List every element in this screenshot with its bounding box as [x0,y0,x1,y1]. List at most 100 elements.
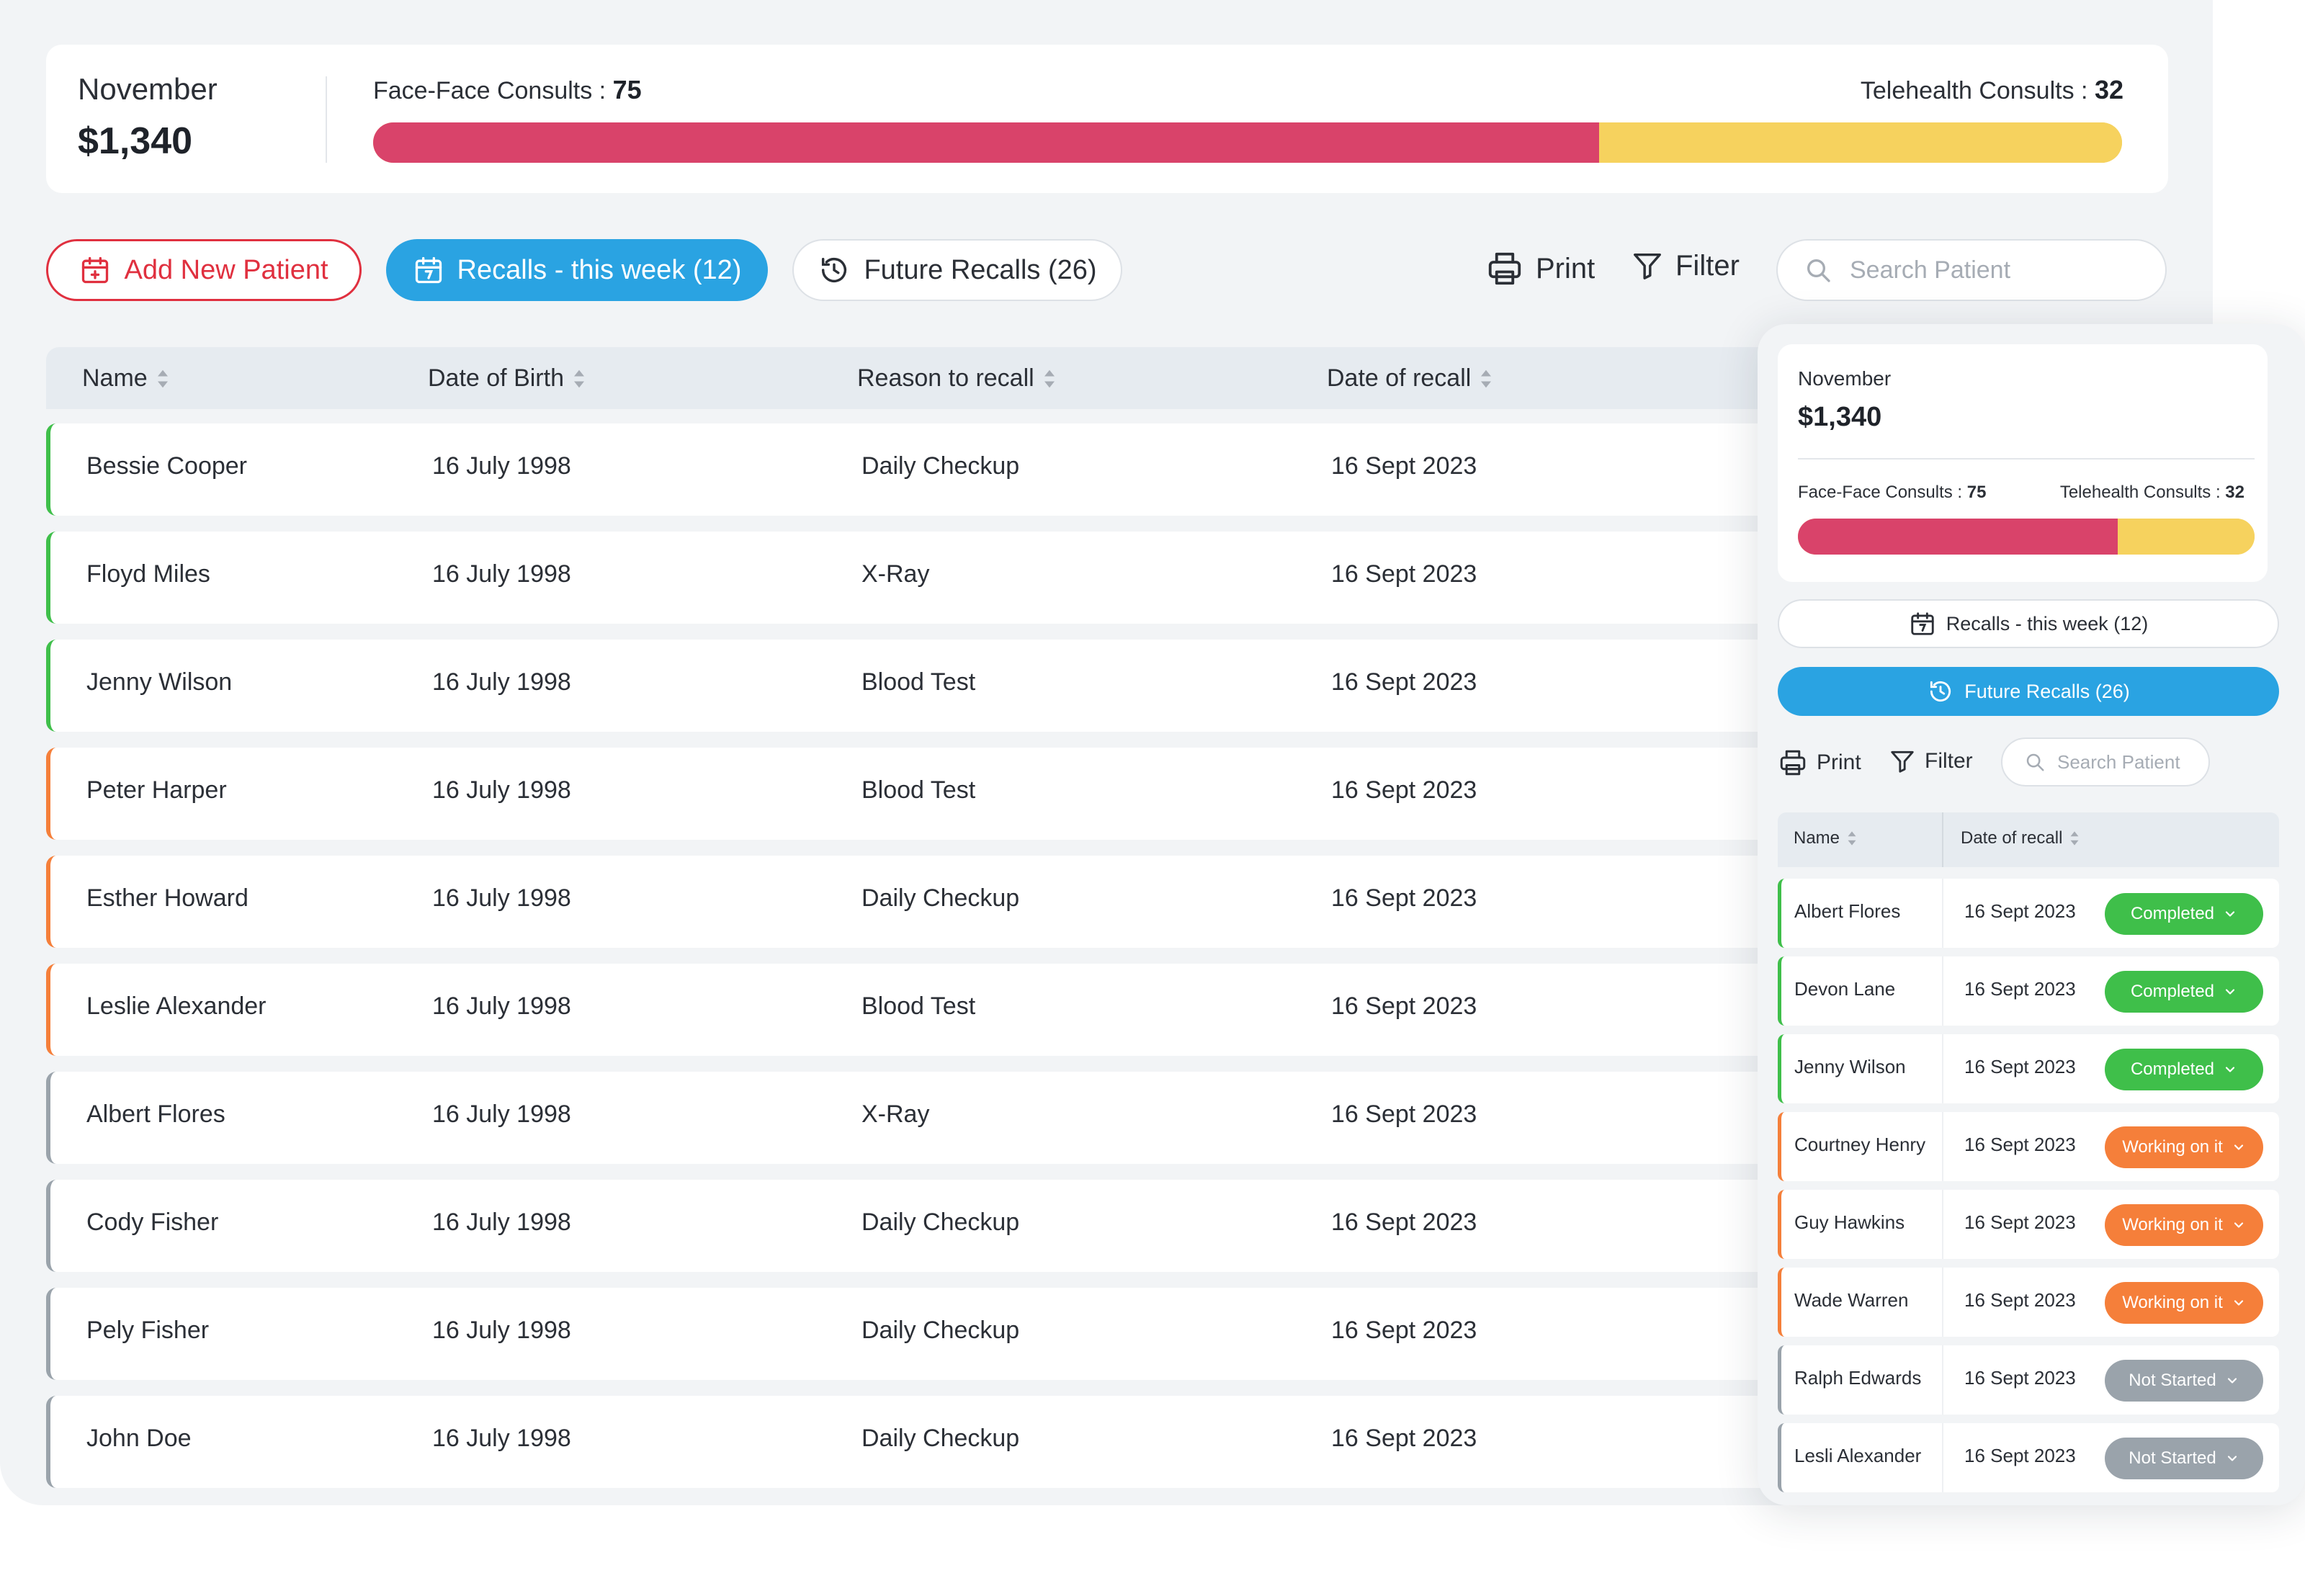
side-search-patient-input[interactable] [2056,750,2203,774]
recall-date: 16 Sept 2023 [1331,1209,1477,1236]
side-header-recall-date[interactable]: Date of recall [1961,828,2080,848]
status-label: Completed [2130,982,2215,1001]
patient-name: Pely Fisher [86,1317,210,1344]
side-search-patient-field[interactable] [2001,738,2210,786]
side-table-row[interactable]: Devon Lane 16 Sept 2023 Completed [1778,956,2279,1026]
future-recalls-button[interactable]: Future Recalls (26) [792,239,1122,301]
header-reason[interactable]: Reason to recall [857,364,1056,393]
side-table-row[interactable]: Ralph Edwards 16 Sept 2023 Not Started [1778,1345,2279,1415]
filter-icon [1891,750,1914,773]
tele-consults-text: Telehealth Consults : [1860,77,2088,104]
side-column-divider [1942,1190,1943,1259]
recall-date: 16 Sept 2023 [1331,668,1477,696]
header-reason-label: Reason to recall [857,364,1034,392]
header-recall-date[interactable]: Date of recall [1327,364,1492,393]
summary-card: November $1,340 Face-Face Consults : 75 … [46,45,2168,193]
side-table-row[interactable]: Guy Hawkins 16 Sept 2023 Working on it [1778,1190,2279,1259]
side-header-name[interactable]: Name [1794,828,1857,848]
patient-name: Albert Flores [86,1100,225,1128]
side-print-label: Print [1817,750,1861,774]
filter-label: Filter [1675,249,1740,282]
side-recalls-this-week-button[interactable]: Recalls - this week (12) [1778,599,2279,648]
status-dropdown[interactable]: Working on it [2105,1282,2263,1324]
side-filter-label: Filter [1925,749,1973,773]
recall-reason: Blood Test [861,992,976,1020]
future-recalls-label: Future Recalls (26) [864,254,1097,285]
status-dropdown[interactable]: Completed [2105,893,2263,935]
search-patient-input[interactable] [1848,255,2139,285]
side-recall-date: 16 Sept 2023 [1964,1211,2076,1233]
side-patient-name: Courtney Henry [1794,1134,1926,1155]
recall-reason: X-Ray [861,1100,930,1128]
side-recall-date: 16 Sept 2023 [1964,978,2076,1000]
side-filter-button[interactable]: Filter [1889,748,1973,775]
side-future-recalls-button[interactable]: Future Recalls (26) [1778,667,2279,716]
side-table-row[interactable]: Courtney Henry 16 Sept 2023 Working on it [1778,1112,2279,1181]
face-consults-count: 75 [612,75,642,104]
side-recalls-this-week-label: Recalls - this week (12) [1946,612,2149,635]
recall-date: 16 Sept 2023 [1331,452,1477,480]
patient-name: Esther Howard [86,884,249,912]
chevron-down-icon [2225,1067,2235,1072]
side-header-name-label: Name [1794,828,1840,848]
face-consults-text: Face-Face Consults : [373,77,607,104]
add-new-patient-button[interactable]: Add New Patient [46,239,362,301]
chevron-down-icon [2234,1300,2243,1306]
side-table-row[interactable]: Wade Warren 16 Sept 2023 Working on it [1778,1268,2279,1337]
patient-name: Jenny Wilson [86,668,233,696]
status-dropdown[interactable]: Working on it [2105,1204,2263,1246]
status-dropdown[interactable]: Not Started [2105,1438,2263,1479]
recall-date: 16 Sept 2023 [1331,992,1477,1020]
side-recall-date: 16 Sept 2023 [1964,1367,2076,1389]
side-table-header: Name Date of recall [1778,812,2279,867]
side-patient-name: Albert Flores [1794,900,1901,922]
side-face-consults-label: Face-Face Consults : 75 [1798,483,1986,503]
side-recall-date: 16 Sept 2023 [1964,1445,2076,1466]
status-label: Working on it [2122,1215,2223,1234]
status-dropdown[interactable]: Not Started [2105,1360,2263,1402]
chevron-down-icon [2227,1456,2237,1461]
side-summary-month: November [1798,367,1892,390]
sort-icon [1044,369,1055,387]
recall-reason: Daily Checkup [861,1425,1020,1452]
status-dropdown[interactable]: Completed [2105,1049,2263,1090]
recall-date: 16 Sept 2023 [1331,560,1477,588]
patient-name: Bessie Cooper [86,452,248,480]
side-tele-consults-text: Telehealth Consults : [2059,483,2221,502]
face-consults-label: Face-Face Consults : 75 [373,75,642,105]
search-patient-field[interactable] [1776,239,2167,301]
calendar-icon [415,256,442,284]
side-summary-divider [1798,458,2255,459]
sort-icon [2070,831,2079,846]
header-dob[interactable]: Date of Birth [428,364,586,393]
patient-name: Peter Harper [86,776,227,804]
recall-reason: X-Ray [861,560,930,588]
sort-icon [1848,831,1856,846]
side-table-row[interactable]: Lesli Alexander 16 Sept 2023 Not Started [1778,1423,2279,1492]
side-header-divider [1942,812,1943,867]
side-print-button[interactable]: Print [1778,748,1861,778]
recalls-this-week-button[interactable]: Recalls - this week (12) [386,239,768,301]
print-button[interactable]: Print [1485,249,1595,288]
patient-name: Cody Fisher [86,1209,219,1236]
side-column-divider [1942,1268,1943,1337]
side-tele-consults-count: 32 [2225,483,2244,502]
search-icon [1807,259,1830,282]
side-patient-name: Wade Warren [1794,1289,1909,1311]
patient-dob: 16 July 1998 [432,1317,571,1344]
chevron-down-icon [2234,1144,2243,1150]
side-column-divider [1942,1345,1943,1415]
recall-reason: Blood Test [861,776,976,804]
filter-icon [1634,253,1661,279]
side-patient-name: Devon Lane [1794,978,1896,1000]
filter-button[interactable]: Filter [1631,249,1740,282]
side-table-row[interactable]: Jenny Wilson 16 Sept 2023 Completed [1778,1034,2279,1103]
tele-consults-count: 32 [2094,75,2123,104]
status-dropdown[interactable]: Completed [2105,971,2263,1013]
side-column-divider [1942,956,1943,1026]
status-dropdown[interactable]: Working on it [2105,1126,2263,1168]
side-table-row[interactable]: Albert Flores 16 Sept 2023 Completed [1778,879,2279,948]
recalls-this-week-label: Recalls - this week (12) [457,254,742,285]
patient-dob: 16 July 1998 [432,992,571,1020]
header-name[interactable]: Name [82,364,169,393]
